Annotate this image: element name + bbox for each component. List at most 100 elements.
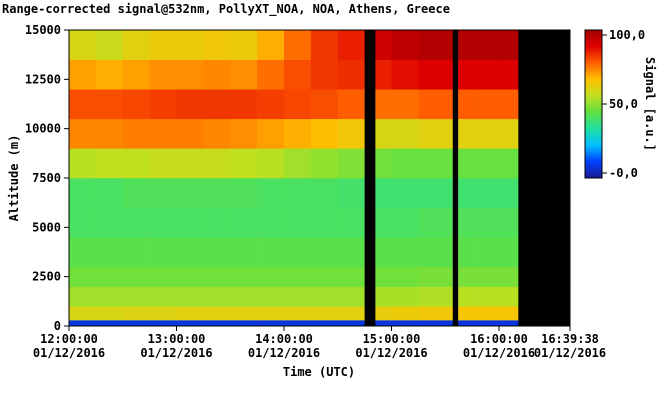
heatmap-cell — [176, 59, 204, 90]
x-tick-label: 15:00:00 01/12/2016 — [355, 332, 427, 360]
heatmap-cell — [337, 59, 365, 90]
heatmap-cell — [337, 320, 365, 327]
heatmap-cell — [203, 59, 231, 90]
y-tick-label: 0 — [54, 319, 61, 333]
heatmap-cell — [95, 30, 124, 60]
heatmap-cell — [472, 237, 500, 268]
heatmap-cell — [310, 178, 339, 208]
heatmap-cell — [472, 30, 500, 60]
missing-cell — [518, 207, 571, 238]
heatmap-cell — [69, 237, 97, 268]
heatmap-cell — [122, 89, 150, 120]
y-tick-label: 15000 — [25, 23, 61, 37]
heatmap-cell — [310, 320, 339, 327]
heatmap-cell — [149, 59, 177, 90]
heatmap-cell — [310, 30, 339, 60]
x-tick-label-line: 01/12/2016 — [140, 346, 212, 360]
heatmap-cell — [458, 320, 473, 327]
heatmap-cell — [230, 266, 258, 287]
heatmap-cell — [69, 178, 97, 208]
missing-cell — [364, 89, 376, 120]
x-tick-label: 13:00:00 01/12/2016 — [140, 332, 212, 360]
missing-cell — [518, 266, 571, 287]
missing-cell — [364, 207, 376, 238]
heatmap-cell — [122, 237, 150, 268]
heatmap-cell — [95, 306, 124, 321]
heatmap-cell — [283, 118, 312, 149]
y-tick-label: 2500 — [32, 270, 61, 284]
missing-cell — [518, 30, 571, 60]
heatmap-cell — [283, 148, 312, 179]
heatmap-cell — [418, 286, 446, 307]
heatmap-cell — [498, 178, 519, 208]
heatmap-cell — [418, 59, 446, 90]
heatmap-cell — [458, 118, 473, 149]
missing-cell — [364, 178, 376, 208]
heatmap-cell — [257, 266, 285, 287]
heatmap-cell — [95, 237, 124, 268]
heatmap-cell — [445, 320, 454, 327]
x-tick-label: 12:00:00 01/12/2016 — [33, 332, 105, 360]
heatmap-cell — [337, 286, 365, 307]
missing-cell — [452, 30, 459, 60]
heatmap-cell — [69, 89, 97, 120]
heatmap-cell — [230, 306, 258, 321]
heatmap-cell — [391, 286, 419, 307]
heatmap-cell — [375, 306, 392, 321]
heatmap-cell — [418, 207, 446, 238]
heatmap-cell — [310, 266, 339, 287]
heatmap-cell — [122, 207, 150, 238]
heatmap-cell — [375, 89, 392, 120]
heatmap-cell — [445, 237, 454, 268]
missing-cell — [518, 320, 571, 327]
x-tick-label-line: 14:00:00 — [255, 332, 313, 346]
heatmap-cell — [375, 178, 392, 208]
chart-title: Range-corrected signal@532nm, PollyXT_NO… — [2, 2, 450, 17]
heatmap-cell — [391, 237, 419, 268]
missing-cell — [452, 89, 459, 120]
missing-cell — [518, 178, 571, 208]
heatmap-cell — [337, 30, 365, 60]
heatmap-cell — [458, 148, 473, 179]
x-tick-label-line: 01/12/2016 — [248, 346, 320, 360]
heatmap-cell — [149, 178, 177, 208]
heatmap-cell — [122, 59, 150, 90]
heatmap-cell — [445, 306, 454, 321]
missing-cell — [364, 118, 376, 149]
missing-cell — [452, 178, 459, 208]
colorbar — [584, 29, 603, 179]
missing-cell — [452, 286, 459, 307]
heatmap-cell — [472, 207, 500, 238]
heatmap-cell — [122, 286, 150, 307]
heatmap-cell — [445, 178, 454, 208]
heatmap-cell — [310, 118, 339, 149]
heatmap-cell — [95, 178, 124, 208]
missing-cell — [364, 237, 376, 268]
heatmap-cell — [283, 237, 312, 268]
heatmap-cell — [257, 237, 285, 268]
heatmap-cell — [176, 286, 204, 307]
heatmap-cell — [391, 207, 419, 238]
missing-cell — [518, 306, 571, 321]
heatmap-cell — [337, 237, 365, 268]
heatmap-cell — [95, 148, 124, 179]
heatmap-cell — [472, 266, 500, 287]
missing-cell — [364, 30, 376, 60]
heatmap-cell — [445, 266, 454, 287]
heatmap-cell — [310, 59, 339, 90]
heatmap-cell — [257, 306, 285, 321]
heatmap-cell — [337, 178, 365, 208]
missing-cell — [452, 207, 459, 238]
heatmap-cell — [149, 207, 177, 238]
heatmap-cell — [283, 30, 312, 60]
heatmap-cell — [458, 286, 473, 307]
heatmap-cell — [498, 306, 519, 321]
heatmap-cell — [283, 89, 312, 120]
heatmap-cell — [310, 237, 339, 268]
heatmap-cell — [95, 286, 124, 307]
heatmap-cell — [203, 306, 231, 321]
heatmap-cell — [230, 237, 258, 268]
x-tick-label-line: 01/12/2016 — [33, 346, 105, 360]
heatmap-cell — [149, 30, 177, 60]
